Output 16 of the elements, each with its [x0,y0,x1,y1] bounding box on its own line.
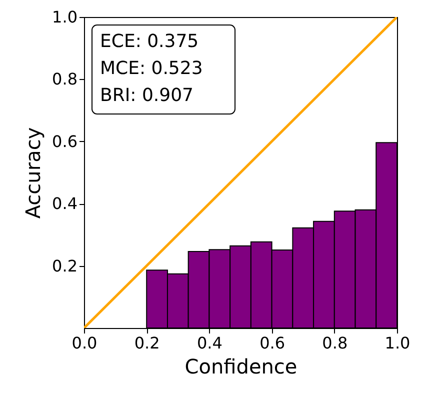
y-tick-label: 0.2 [52,256,78,276]
y-tick-label: 0.6 [52,132,78,151]
x-tick-label: 0.4 [196,334,222,352]
y-axis-title: Accuracy [21,127,46,219]
annotation: ECE: 0.375 [100,31,199,52]
x-tick-label: 0.0 [72,334,98,352]
y-tick-label: 0.8 [52,70,78,89]
x-tick-label: 0.2 [134,334,160,352]
x-tick-label: 0.8 [322,334,348,352]
x-tick-label: 0.6 [260,334,286,352]
y-tick-label: 0.4 [52,194,78,214]
x-tick-label: 1.0 [384,334,410,352]
annotation: BRI: 0.907 [100,85,194,106]
x-axis-title: Confidence [184,354,298,378]
y-tick-label: 1.0 [52,8,78,26]
annotation: MCE: 0.523 [100,58,203,79]
